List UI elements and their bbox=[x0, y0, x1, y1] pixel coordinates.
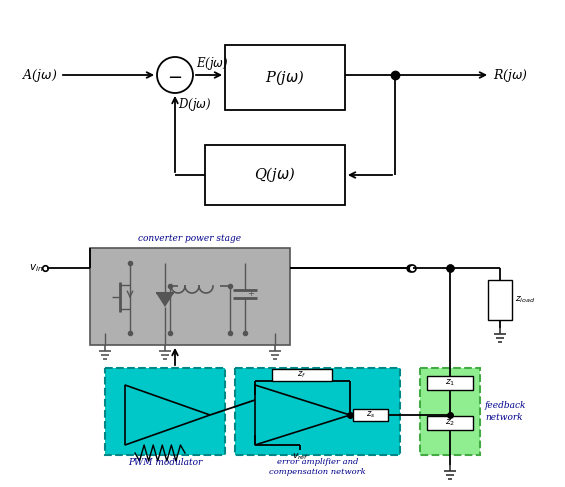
Bar bbox=[427, 416, 473, 430]
Text: Q(j$\omega$): Q(j$\omega$) bbox=[254, 166, 295, 185]
Text: $-$: $-$ bbox=[167, 67, 182, 85]
Polygon shape bbox=[156, 293, 174, 307]
Text: $v_{in}$: $v_{in}$ bbox=[29, 262, 43, 274]
Bar bbox=[205, 145, 345, 205]
Bar bbox=[272, 369, 332, 381]
FancyBboxPatch shape bbox=[235, 368, 400, 455]
FancyBboxPatch shape bbox=[420, 368, 480, 455]
Text: $z_f$: $z_f$ bbox=[297, 370, 307, 380]
FancyBboxPatch shape bbox=[105, 368, 225, 455]
Text: converter power stage: converter power stage bbox=[138, 234, 242, 243]
Text: P(j$\omega$): P(j$\omega$) bbox=[265, 68, 305, 87]
Text: feedback
network: feedback network bbox=[485, 401, 527, 422]
Text: $z_1$: $z_1$ bbox=[445, 378, 455, 388]
Text: $z_{load}$: $z_{load}$ bbox=[515, 295, 535, 305]
Text: A(j$\omega$): A(j$\omega$) bbox=[23, 67, 58, 83]
Text: PWM modulator: PWM modulator bbox=[128, 458, 202, 467]
Text: E(j$\omega$): E(j$\omega$) bbox=[196, 55, 229, 72]
Text: R(j$\omega$): R(j$\omega$) bbox=[493, 67, 528, 83]
Text: $z_s$: $z_s$ bbox=[366, 410, 375, 420]
Bar bbox=[488, 280, 512, 320]
Bar bbox=[427, 376, 473, 390]
Text: D(j$\omega$): D(j$\omega$) bbox=[178, 96, 212, 113]
Text: error amplifier and
compensation network: error amplifier and compensation network bbox=[269, 458, 366, 476]
Polygon shape bbox=[255, 385, 350, 445]
Bar bbox=[225, 45, 345, 110]
Polygon shape bbox=[125, 385, 210, 445]
Text: $z_2$: $z_2$ bbox=[445, 418, 455, 428]
Text: +: + bbox=[247, 288, 254, 298]
Bar bbox=[353, 409, 388, 421]
Bar bbox=[90, 248, 290, 345]
Text: $v_{ref}$: $v_{ref}$ bbox=[292, 452, 308, 463]
